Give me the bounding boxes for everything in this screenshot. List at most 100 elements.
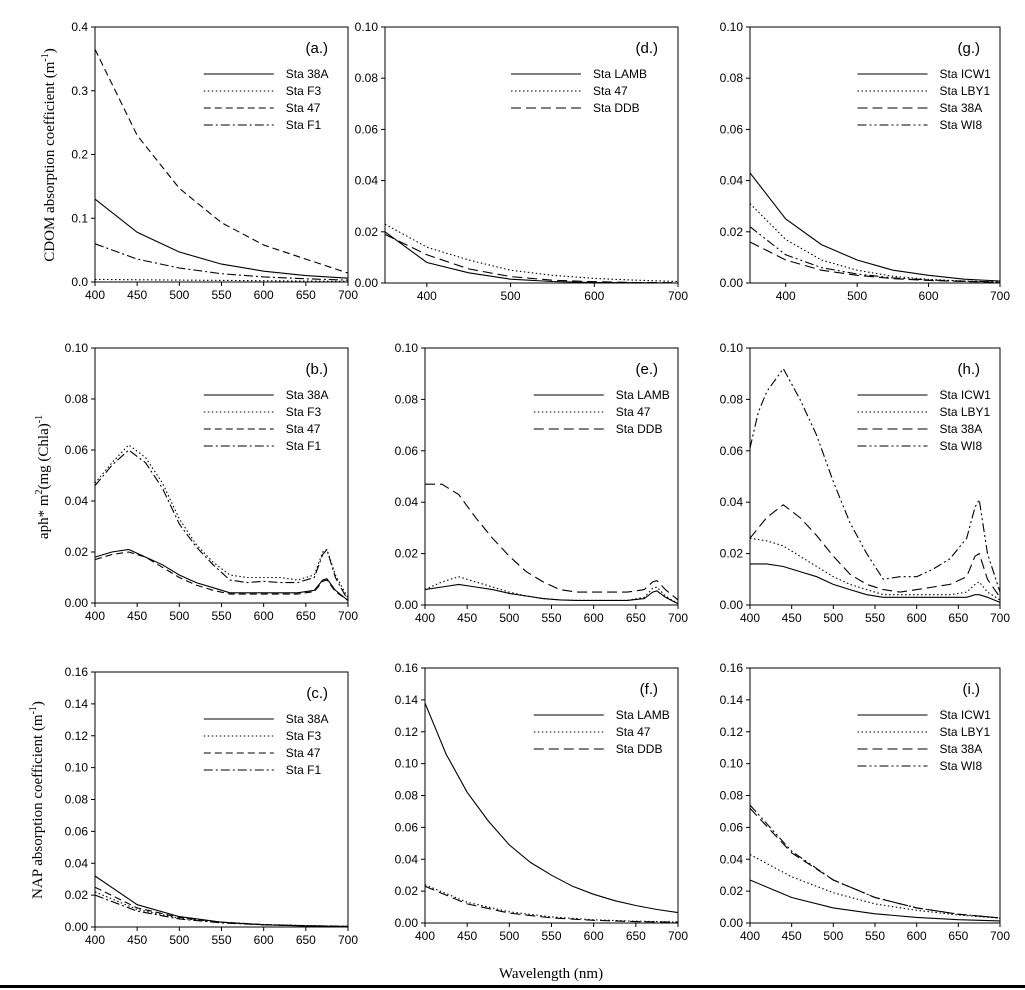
y-tick-label: 0.06 [65,824,89,838]
y-tick-label: 0.06 [720,444,744,458]
y-tick-label: 0.16 [395,661,419,675]
y-tick-label: 0.04 [355,174,379,188]
series-line-sta-ddb [425,483,679,601]
series-line-sta-ddb [384,233,679,284]
x-tick-label: 450 [782,611,802,625]
x-tick-label: 500 [499,929,519,943]
y-tick-label: 0.04 [65,856,89,870]
panel-b: 400 450 500 550 600 650 700 0.00 0.02 0.04 0.06 0.0… [65,341,359,623]
y-tick-label: 0.14 [65,697,89,711]
series-line-sta-38a [94,548,349,601]
series-line-sta-icw1 [749,172,1001,282]
y-tick-label: 0.08 [395,789,419,803]
x-tick-label: 550 [211,933,231,947]
x-tick-label: 400 [740,611,760,625]
y-tick-label: 0.16 [720,661,744,675]
series-line-sta-38a [749,504,1001,598]
x-tick-label: 550 [211,609,231,623]
panel-e: 400 450 500 550 600 650 700 0.00 0.02 0.04 0.06 0.0… [395,341,689,625]
panel-label: (h.) [958,361,981,378]
x-tick-label: 400 [415,929,435,943]
legend-label: Sta ICW1 [940,67,992,81]
x-tick-label: 400 [85,288,105,302]
y-tick-label: 0.04 [395,852,419,866]
y-tick-label: 0.06 [720,122,744,136]
panel-label: (b.) [306,361,329,378]
series-line-sta-f3 [94,278,349,282]
y-tick-label: 0.14 [720,693,744,707]
series-line-sta-f1 [94,449,349,601]
y-tick-label: 0.2 [71,148,88,162]
y-tick-label: 0.02 [395,547,419,561]
series-line-sta-47 [94,886,349,927]
y-axis-label-aph: aph* m2(mg (Chla)-1 [34,415,52,539]
legend-label: Sta LAMB [616,708,670,722]
panel-i: 400 450 500 550 600 650 700 0.00 0.02 0.04 0.06 0.0… [720,661,1011,943]
series-line-sta-47 [424,884,679,923]
x-tick-label: 500 [169,288,189,302]
legend-label: Sta WI8 [940,439,983,453]
x-tick-label: 400 [776,289,796,303]
series-line-sta-47 [94,49,349,274]
legend-label: Sta 38A [940,101,983,115]
y-tick-label: 0.10 [395,757,419,771]
panel-label: (d.) [636,40,659,57]
x-tick-label: 500 [169,933,189,947]
y-tick-label: 0.00 [65,596,89,610]
series-line-sta-lby1 [749,854,1001,919]
y-tick-label: 0.00 [395,598,419,612]
x-tick-label: 600 [254,609,274,623]
x-tick-label: 500 [847,289,867,303]
series-line-sta-f3 [94,444,349,599]
series-line-sta-38a [749,807,1001,919]
y-tick-label: 0.02 [395,884,419,898]
panel-h: 400 450 500 550 600 650 700 0.00 0.02 0.04 0.06 0.0… [720,341,1011,625]
y-tick-label: 0.1 [71,211,88,225]
series-line-sta-lamb [384,231,679,284]
plot-frame [94,347,349,604]
x-tick-label: 700 [990,929,1010,943]
y-tick-label: 0.02 [720,884,744,898]
bottom-rule [0,985,1025,988]
legend-label: Sta LAMB [616,388,670,402]
panel-f: 400 450 500 550 600 650 700 0.00 0.02 0.04 0.06 0.0… [395,661,689,943]
y-tick-label: 0.06 [395,820,419,834]
legend-label: Sta F1 [286,439,322,453]
series-line-sta-47 [94,551,349,601]
x-tick-label: 700 [338,933,358,947]
x-tick-label: 450 [457,929,477,943]
y-tick-label: 0.08 [720,71,744,85]
y-tick-label: 0.06 [355,122,379,136]
y-tick-label: 0.02 [65,545,89,559]
x-tick-label: 450 [457,611,477,625]
y-tick-label: 0.10 [395,341,419,355]
x-tick-label: 500 [823,929,843,943]
x-tick-label: 600 [907,929,927,943]
y-tick-label: 0.12 [720,725,744,739]
legend-label: Sta DDB [593,101,640,115]
legend-label: Sta 47 [286,101,321,115]
series-line-sta-wi8 [749,226,1001,283]
panel-c: 400 450 500 550 600 650 700 0.00 0.02 0.04 0.06 0.0… [65,665,359,947]
y-tick-label: 0.08 [395,392,419,406]
series-line-sta-lamb [424,702,679,914]
y-tick-label: 0.12 [65,729,89,743]
y-tick-label: 0.08 [720,392,744,406]
legend-label: Sta 47 [286,746,321,760]
y-tick-label: 0.10 [355,20,379,34]
legend-label: Sta LAMB [593,67,647,81]
x-tick-label: 650 [296,288,316,302]
plot-frame [424,347,679,606]
x-tick-label: 650 [296,609,316,623]
y-tick-label: 0.00 [720,598,744,612]
series-line-sta-icw1 [749,879,1001,922]
y-axis-label-cdom: CDOM absorption coefficient (m-1) [40,48,58,261]
legend-label: Sta LBY1 [940,725,991,739]
panel-label: (e.) [636,361,659,378]
x-tick-label: 700 [990,289,1010,303]
y-tick-label: 0.16 [65,665,89,679]
series-line-sta-lby1 [749,537,1001,601]
panel-a: 400 450 500 550 600 650 700 0.0 0.1 0.2 0.3 0.4 (a.)… [71,20,358,302]
y-tick-label: 0.02 [65,888,89,902]
y-tick-label: 0.10 [65,761,89,775]
